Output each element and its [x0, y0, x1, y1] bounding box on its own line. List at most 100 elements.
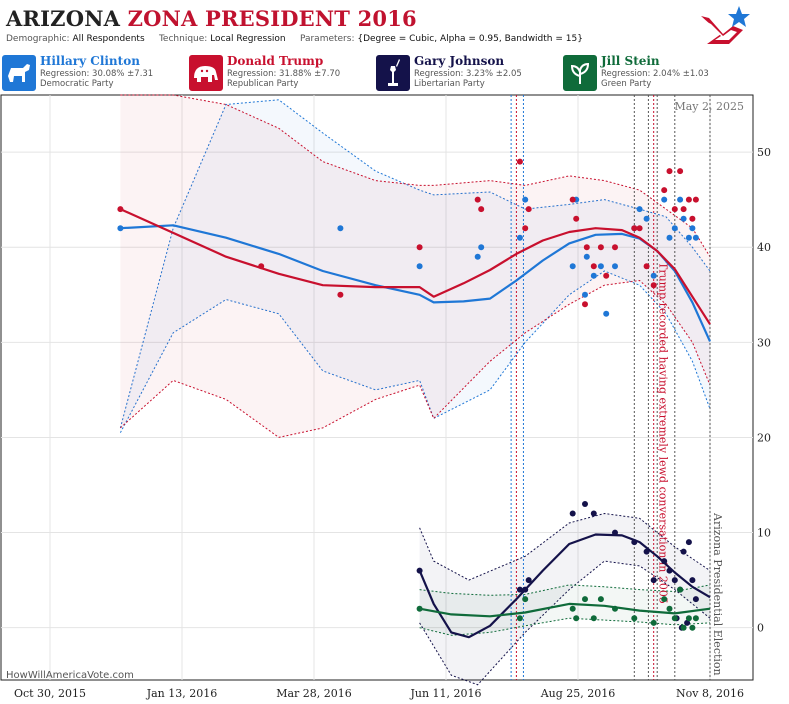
jill-steinpoll-point — [597, 596, 604, 603]
jill-steinpoll-point — [685, 615, 692, 622]
donald-trumppoll-point — [525, 206, 532, 213]
gary-johnsonupper-bound — [419, 512, 711, 581]
demographic-label: Demographic: — [6, 34, 70, 44]
hillary-clintonpoll-point — [337, 225, 344, 232]
parameters-label: Parameters: — [299, 34, 355, 44]
hillary-clintonpoll-point — [582, 291, 588, 298]
event-annotation: Trump recorded having extremely lewd con… — [657, 262, 670, 604]
candidate-party: Democratic Party — [40, 79, 114, 89]
donald-trumppoll-point — [650, 282, 657, 289]
hillary-clintonpoll-point — [650, 272, 657, 279]
y-tick-label: 30 — [757, 336, 771, 349]
hillary-clintonpoll-point — [583, 253, 590, 260]
candidate-regression: Regression: 30.08% ±7.31 — [40, 69, 154, 79]
x-tick-label: Jan 13, 2016 — [146, 687, 218, 700]
liberty-statue-icon — [376, 55, 410, 91]
hillary-clintonpoll-point — [643, 215, 650, 222]
candidate-name: Donald Trump — [227, 54, 324, 68]
date-label: May 2, 2025 — [674, 100, 744, 113]
hillary-clintonupper-bound — [119, 99, 711, 429]
hillary-clintonpoll-point — [478, 244, 485, 251]
donald-trumppoll-point — [416, 244, 423, 251]
elephant-icon — [189, 55, 223, 91]
jill-steintrend-line — [419, 602, 711, 618]
gary-johnsonpoll-point — [650, 577, 657, 584]
donald-trumppoll-point — [631, 225, 638, 232]
jill-steinpoll-point — [516, 615, 523, 622]
donald-trumppoll-point — [666, 168, 673, 175]
hillary-clintonpoll-point — [689, 225, 696, 232]
y-tick-label: 40 — [757, 241, 771, 254]
donald-trumpband — [120, 95, 710, 438]
hillary-clintonpoll-point — [666, 234, 673, 241]
x-tick-label: Jun 11, 2016 — [409, 687, 481, 700]
technique-label: Technique: — [158, 34, 208, 44]
vertical-markers: Trump recorded having extremely lewd con… — [510, 95, 724, 680]
gary-johnsonpoll-point — [671, 577, 678, 584]
event-annotation: Arizona Presidential Election — [711, 512, 724, 676]
jill-steinpoll-point — [677, 586, 684, 593]
donald-trumppoll-point — [689, 215, 696, 222]
jill-steinlower-bound — [419, 617, 711, 636]
demographic-value: All Respondents — [72, 34, 145, 44]
donald-trumppoll-point — [603, 272, 610, 279]
jill-steinpoll-point — [650, 619, 657, 626]
gary-johnsonband — [419, 513, 710, 685]
donald-trumppoll-point — [685, 196, 692, 203]
jill-steinpoll-point — [671, 615, 678, 622]
hillary-clintonpoll-point — [685, 234, 692, 241]
hillary-clintonpoll-point — [692, 234, 699, 241]
parameters-line: Demographic: All Respondents Technique: … — [6, 34, 583, 44]
hillary-clintonpoll-point — [597, 263, 604, 270]
title-state: ARIZONA — [6, 6, 121, 31]
plot-frame — [0, 94, 754, 681]
gary-johnsonpoll-point — [689, 577, 696, 584]
gary-johnsonpoll-point — [684, 619, 691, 626]
candidate-name: Gary Johnson — [414, 54, 505, 68]
donald-trumppoll-point — [583, 244, 590, 251]
jill-steinpoll-point — [522, 596, 529, 603]
jill-steinpoll-point — [573, 615, 580, 622]
donkey-icon — [2, 55, 36, 91]
poll-points — [117, 158, 699, 631]
hillary-clintonpoll-point — [569, 263, 576, 270]
gary-johnsonpoll-point — [569, 510, 576, 517]
gary-johnsonpoll-point — [692, 596, 699, 603]
jill-steinpoll-point — [569, 605, 576, 612]
jill-steinpoll-point — [590, 615, 597, 622]
x-tick-label: Aug 25, 2016 — [540, 687, 616, 700]
donald-trumppoll-point — [582, 301, 588, 308]
candidate-regression: Regression: 2.04% ±1.03 — [601, 69, 709, 79]
trend-lines — [119, 208, 712, 639]
donald-trumppoll-point — [661, 187, 668, 194]
donald-trumppoll-point — [478, 206, 485, 213]
donald-trumppoll-point — [643, 263, 650, 270]
hillary-clintonpoll-point — [661, 196, 668, 203]
jill-steinpoll-point — [631, 615, 638, 622]
x-tick-label: Oct 30, 2015 — [14, 687, 86, 700]
site-credit: HowWillAmericaVote.com — [6, 670, 134, 681]
donald-trumppoll-point — [590, 263, 597, 270]
star-swoosh-logo-icon — [701, 6, 750, 44]
hillary-clintonpoll-point — [516, 234, 523, 241]
hillary-clintonband — [120, 99, 710, 433]
candidate-card-trump: Donald Trump Regression: 31.88% ±7.70 Re… — [187, 52, 382, 92]
candidate-regression: Regression: 31.88% ±7.70 — [227, 69, 341, 79]
candidate-party: Libertarian Party — [414, 79, 485, 89]
parameters-value: {Degree = Cubic, Alpha = 0.95, Bandwidth… — [357, 34, 583, 44]
donald-trumppoll-point — [474, 196, 481, 203]
hillary-clintonpoll-point — [522, 196, 529, 203]
hillary-clintonpoll-point — [474, 253, 481, 260]
gary-johnsonpoll-point — [685, 539, 692, 546]
donald-trumppoll-point — [692, 196, 699, 203]
candidate-name: Hillary Clinton — [40, 54, 140, 68]
leaf-icon — [563, 55, 597, 91]
hillary-clintonpoll-point — [416, 263, 423, 270]
chart-title: ARIZONA ZONA PRESIDENT 2016 — [6, 6, 417, 31]
grid — [1, 95, 753, 680]
jill-steinupper-bound — [419, 584, 711, 596]
donald-trumppoll-point — [516, 158, 523, 165]
candidate-regression: Regression: 3.23% ±2.05 — [414, 69, 522, 79]
y-tick-label: 10 — [757, 527, 771, 540]
